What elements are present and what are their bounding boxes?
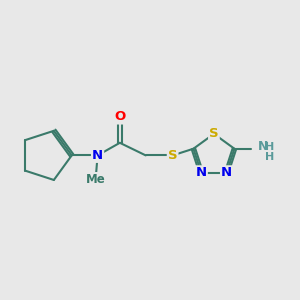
Text: N: N xyxy=(196,166,207,179)
Text: N: N xyxy=(92,149,103,162)
Text: S: S xyxy=(209,127,219,140)
Text: H: H xyxy=(265,152,274,162)
Text: N: N xyxy=(221,166,232,179)
Text: H: H xyxy=(265,142,274,152)
Text: N: N xyxy=(258,140,268,153)
Text: Me: Me xyxy=(86,173,106,186)
Text: S: S xyxy=(168,149,177,162)
Text: O: O xyxy=(114,110,125,124)
